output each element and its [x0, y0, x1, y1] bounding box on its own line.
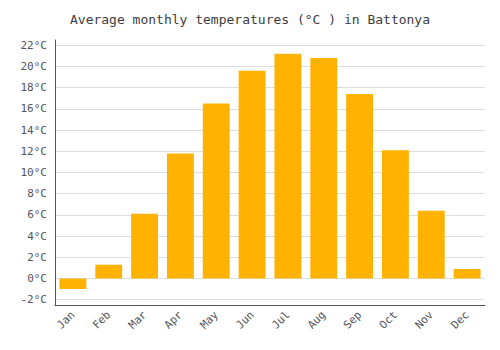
svg-text:14°C: 14°C: [21, 124, 48, 137]
svg-text:Average monthly temperatures (: Average monthly temperatures (°C ) in Ba…: [70, 12, 430, 27]
svg-text:16°C: 16°C: [21, 102, 48, 115]
svg-text:8°C: 8°C: [27, 187, 47, 200]
svg-text:Oct: Oct: [377, 308, 400, 331]
svg-text:12°C: 12°C: [21, 145, 48, 158]
svg-text:0°C: 0°C: [27, 272, 47, 285]
svg-text:Aug: Aug: [305, 308, 328, 331]
svg-text:Feb: Feb: [90, 308, 113, 331]
svg-text:Sep: Sep: [341, 308, 364, 331]
svg-text:6°C: 6°C: [27, 208, 47, 221]
svg-text:-2°C: -2°C: [21, 293, 48, 306]
svg-text:Mar: Mar: [126, 308, 149, 331]
svg-text:May: May: [198, 308, 221, 331]
svg-text:2°C: 2°C: [27, 251, 47, 264]
svg-text:10°C: 10°C: [21, 166, 48, 179]
svg-text:4°C: 4°C: [27, 230, 47, 243]
svg-text:Nov: Nov: [413, 308, 436, 331]
svg-text:20°C: 20°C: [21, 60, 48, 73]
svg-text:Apr: Apr: [162, 308, 185, 331]
svg-text:Jul: Jul: [269, 308, 292, 331]
svg-text:Jun: Jun: [233, 308, 256, 331]
svg-text:22°C: 22°C: [21, 39, 48, 52]
svg-text:18°C: 18°C: [21, 81, 48, 94]
svg-text:Dec: Dec: [448, 308, 471, 331]
svg-text:Jan: Jan: [54, 308, 77, 331]
